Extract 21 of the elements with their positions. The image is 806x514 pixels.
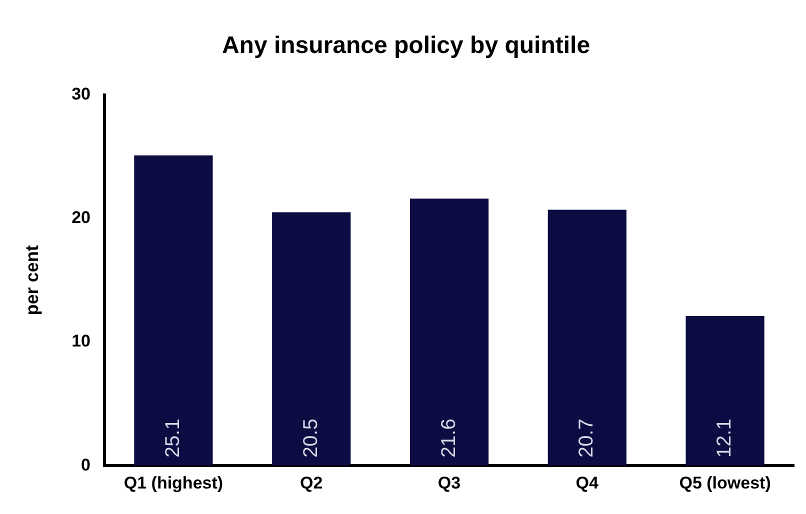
y-tick-label: 20	[72, 208, 91, 228]
x-tick-label: Q2	[300, 473, 323, 492]
x-tick-label: Q1 (highest)	[124, 473, 224, 492]
x-tick-label: Q4	[576, 473, 600, 492]
bar	[686, 316, 764, 466]
y-tick-label: 10	[72, 332, 91, 351]
x-tick-label: Q3	[438, 473, 461, 492]
y-tick-label: 30	[72, 84, 91, 104]
bar	[272, 212, 351, 466]
y-axis-title: per cent	[22, 245, 42, 316]
data-label: 25.1	[162, 418, 184, 458]
bar	[410, 198, 489, 466]
y-tick-label: 0	[81, 455, 91, 474]
data-label: 20.5	[300, 418, 322, 458]
data-label: 20.7	[576, 418, 598, 458]
data-label: 12.1	[714, 418, 736, 458]
data-label: 21.6	[438, 418, 460, 458]
bar	[548, 210, 626, 466]
chart-title: Any insurance policy by quintile	[222, 32, 590, 60]
x-tick-label: Q5 (lowest)	[679, 473, 771, 492]
bar	[134, 155, 213, 466]
